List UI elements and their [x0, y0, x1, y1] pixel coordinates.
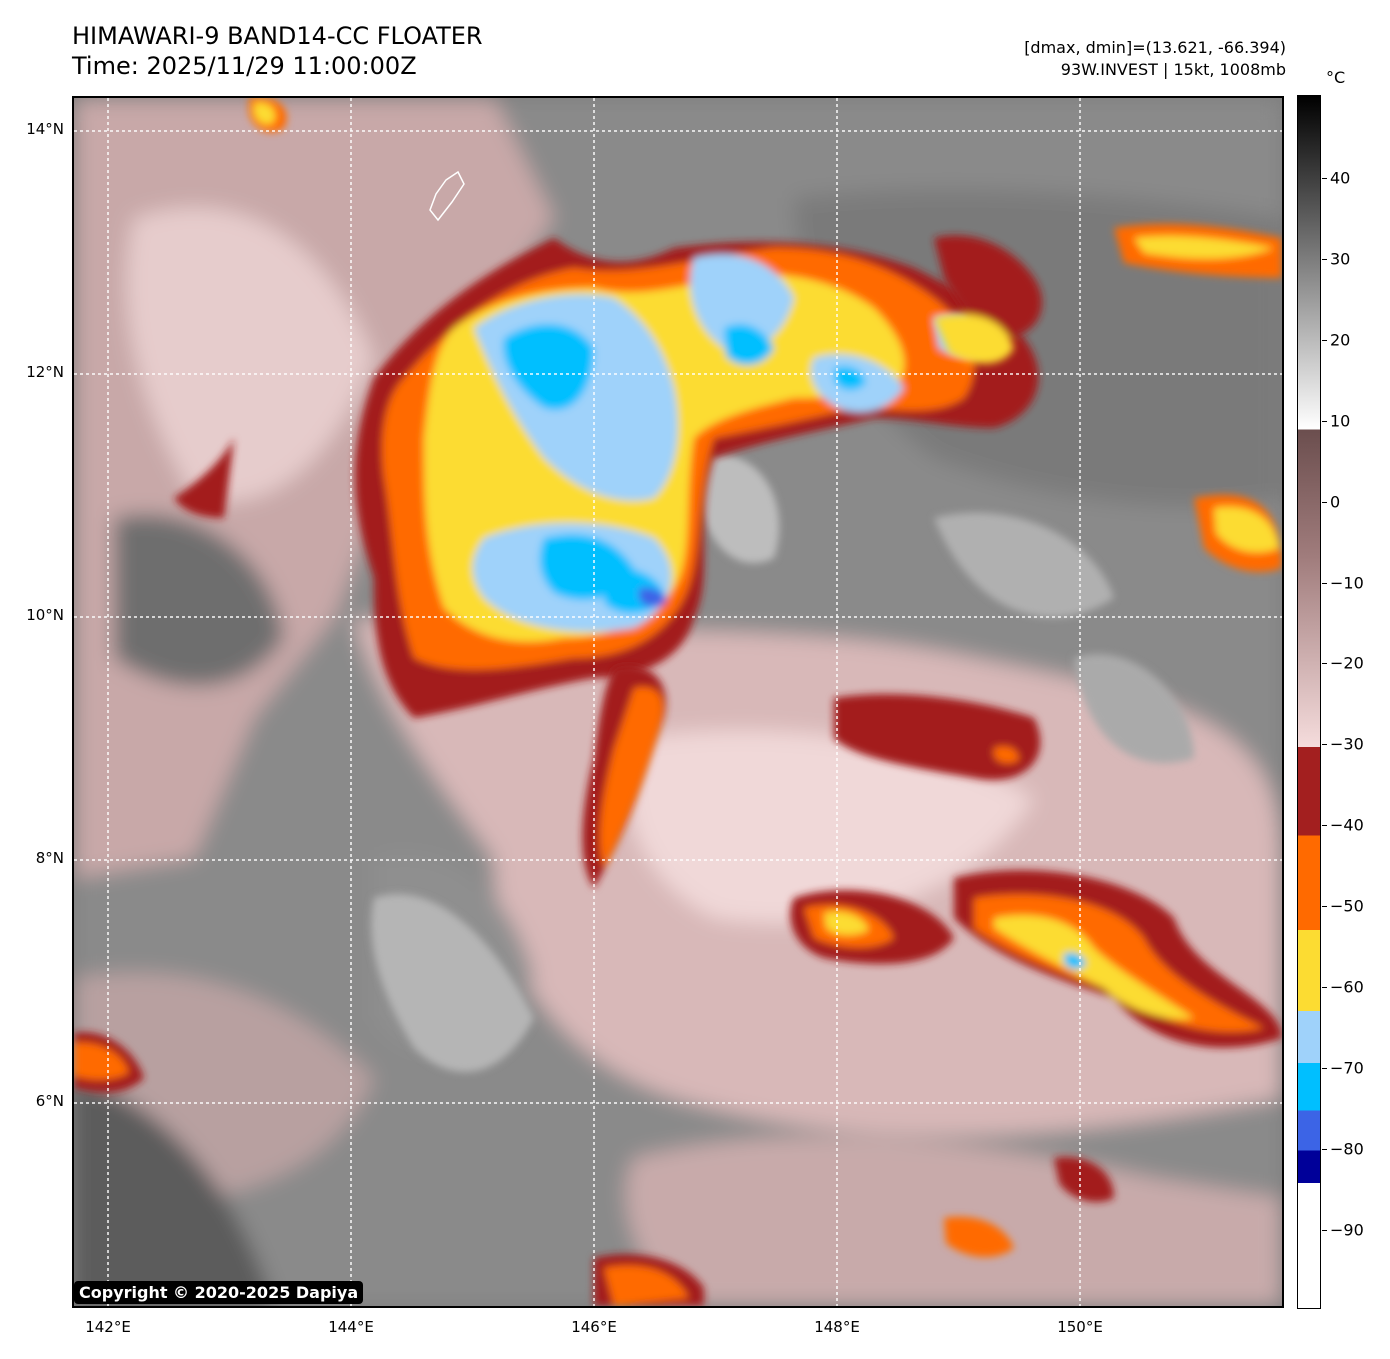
data-range: [dmax, dmin]=(13.621, -66.394) [1024, 38, 1286, 57]
colorbar-tick-label: −30 [1330, 734, 1364, 754]
colorbar-tick-label: 40 [1330, 168, 1351, 188]
colorbar-tick-label: −60 [1330, 977, 1364, 997]
colorbar-tick-mark [1322, 906, 1327, 908]
colorbar-tick-label: 30 [1330, 249, 1351, 269]
colorbar-tick-label: 10 [1330, 411, 1351, 431]
colorbar-tick-mark [1322, 501, 1327, 503]
storm-info: 93W.INVEST | 15kt, 1008mb [1060, 60, 1286, 79]
colorbar-tick-mark [1322, 178, 1327, 179]
colorbar [1297, 95, 1321, 1309]
product-title: HIMAWARI-9 BAND14-CC FLOATER [72, 22, 483, 50]
lon-label-150e: 150°E [1057, 1318, 1103, 1336]
lat-label-14n: 14°N [26, 120, 64, 138]
colorbar-tick-mark [1322, 825, 1327, 827]
lon-label-142e: 142°E [85, 1318, 131, 1336]
lat-label-12n: 12°N [26, 363, 64, 381]
colorbar-tick-label: −20 [1330, 653, 1364, 673]
satellite-image [74, 98, 1282, 1306]
colorbar-tick-mark [1322, 258, 1327, 260]
lon-label-148e: 148°E [814, 1318, 860, 1336]
colorbar-tick-mark [1322, 1067, 1327, 1069]
colorbar-tick-label: 20 [1330, 330, 1351, 350]
colorbar-tick-label: −90 [1330, 1220, 1364, 1240]
colorbar-tick-label: −80 [1330, 1139, 1364, 1159]
colorbar-tick-mark [1322, 582, 1327, 584]
colorbar-tick-label: −50 [1330, 896, 1364, 916]
lat-label-10n: 10°N [26, 606, 64, 624]
lon-label-144e: 144°E [328, 1318, 374, 1336]
colorbar-tick-mark [1322, 1229, 1327, 1231]
copyright-notice: Copyright © 2020-2025 Dapiya [74, 1281, 364, 1304]
colorbar-tick-mark [1322, 420, 1327, 422]
colorbar-tick-mark [1322, 987, 1327, 988]
colorbar-tick-mark [1322, 663, 1327, 665]
lat-label-8n: 8°N [35, 849, 64, 867]
colorbar-tick-mark [1322, 339, 1327, 341]
valid-time: Time: 2025/11/29 11:00:00Z [72, 52, 417, 80]
colorbar-unit: °C [1326, 68, 1346, 87]
lon-label-146e: 146°E [571, 1318, 617, 1336]
colorbar-tick-label: −70 [1330, 1058, 1364, 1078]
colorbar-tick-label: −40 [1330, 815, 1364, 835]
colorbar-tick-mark [1322, 1148, 1327, 1150]
colorbar-tick-mark [1322, 744, 1327, 746]
colorbar-tick-label: 0 [1330, 492, 1341, 512]
colorbar-tick-label: −10 [1330, 573, 1364, 592]
lat-label-6n: 6°N [35, 1092, 64, 1110]
satellite-map[interactable] [72, 96, 1284, 1308]
